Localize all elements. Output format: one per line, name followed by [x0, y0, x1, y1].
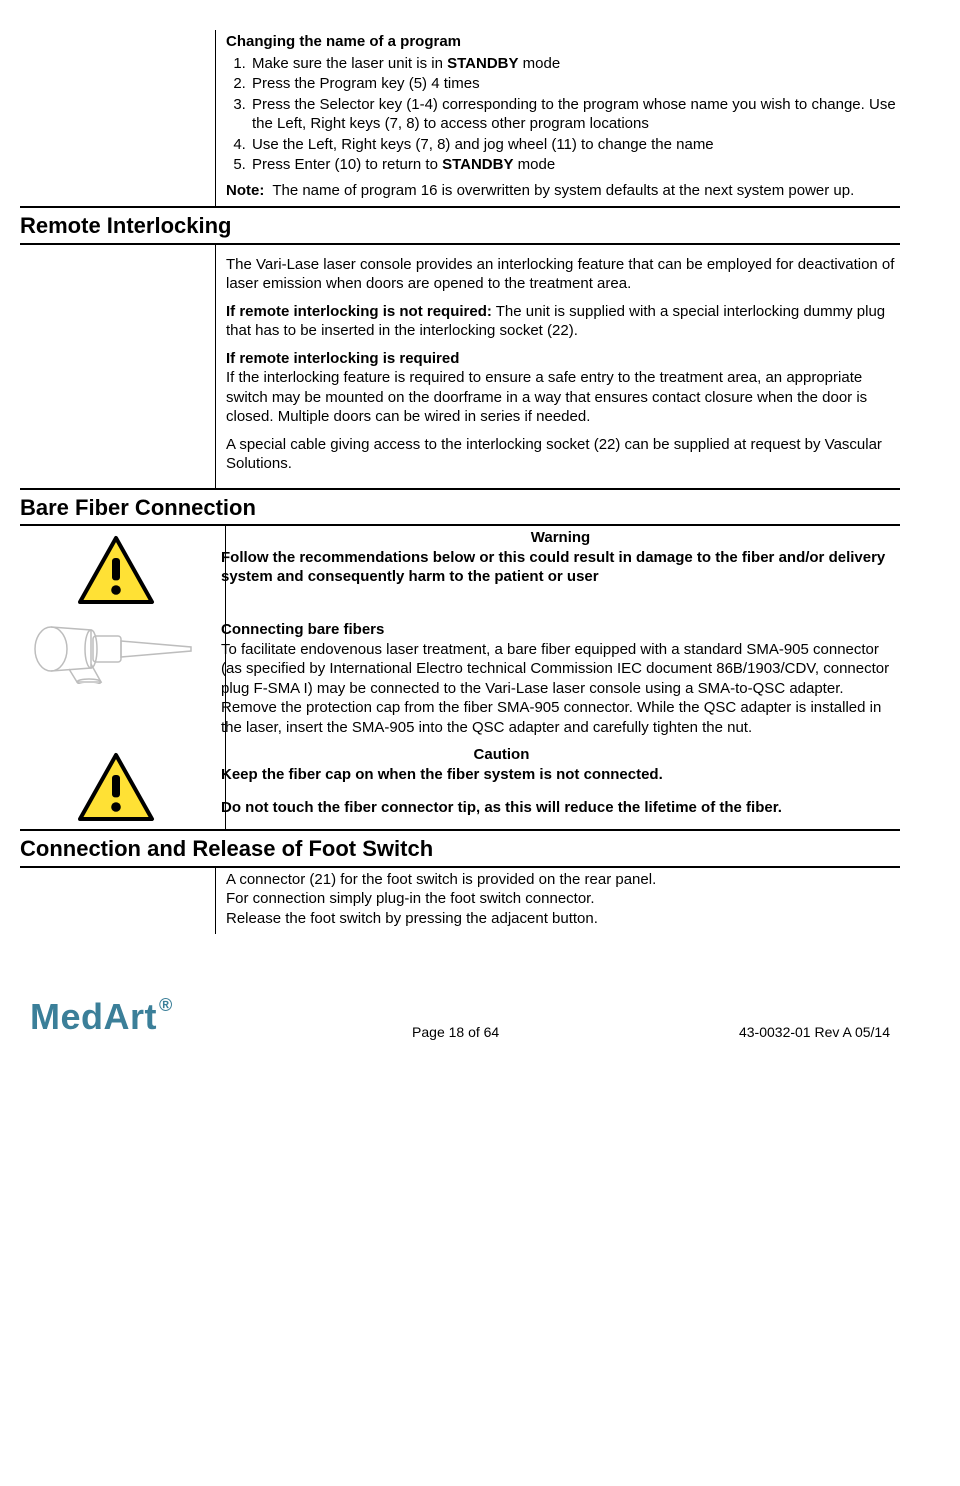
warning-triangle-icon: [76, 751, 156, 823]
note-row: Note: The name of program 16 is overwrit…: [226, 181, 900, 201]
remote-p2: If remote interlocking is not required: …: [226, 302, 900, 341]
changing-name-block: Changing the name of a program Make sure…: [215, 30, 900, 206]
connector-image-col: [21, 614, 211, 684]
page-number: Page 18 of 64: [412, 1023, 499, 1041]
remote-interlocking-heading: Remote Interlocking: [20, 212, 900, 241]
note-text: The name of program 16 is overwritten by…: [272, 181, 854, 201]
warning-block: Warning Follow the recommendations below…: [225, 526, 900, 612]
caution-line2: Do not touch the fiber connector tip, as…: [221, 798, 782, 818]
remote-p4: A special cable giving access to the int…: [226, 435, 900, 474]
foot-l3: Release the foot switch by pressing the …: [226, 909, 900, 929]
step-2: Press the Program key (5) 4 times: [250, 74, 900, 94]
rule: [20, 829, 900, 831]
foot-switch-block: A connector (21) for the foot switch is …: [215, 868, 900, 935]
warning-triangle-icon: [76, 534, 156, 606]
step-1: Make sure the laser unit is in STANDBY m…: [250, 54, 900, 74]
brand-logo: MedArt ®: [30, 994, 172, 1041]
remote-p3: If remote interlocking is required If th…: [226, 349, 900, 427]
caution-block: Caution Keep the fiber cap on when the f…: [225, 743, 900, 829]
foot-l2: For connection simply plug-in the foot s…: [226, 889, 900, 909]
rule: [20, 206, 900, 208]
rule: [20, 488, 900, 490]
connecting-lead: Connecting bare fibers: [221, 620, 900, 640]
changing-name-steps: Make sure the laser unit is in STANDBY m…: [226, 54, 900, 175]
connecting-block: Connecting bare fibers To facilitate end…: [225, 612, 900, 743]
caution-label: Caution: [221, 745, 782, 765]
foot-l1: A connector (21) for the foot switch is …: [226, 870, 900, 890]
step-3: Press the Selector key (1-4) correspondi…: [250, 95, 900, 134]
caution-icon-col: [21, 745, 211, 823]
sma-connector-icon: [31, 614, 201, 684]
warning-icon-col: [21, 528, 211, 606]
warning-text: Follow the recommendations below or this…: [221, 548, 900, 587]
registered-mark: ®: [159, 994, 172, 1017]
step-4: Use the Left, Right keys (7, 8) and jog …: [250, 135, 900, 155]
remote-p3-lead: If remote interlocking is required: [226, 350, 459, 367]
page-footer: MedArt ® Page 18 of 64 43-0032-01 Rev A …: [20, 994, 900, 1051]
remote-p3-rest: If the interlocking feature is required …: [226, 369, 867, 425]
bare-fiber-heading: Bare Fiber Connection: [20, 494, 900, 523]
changing-name-title: Changing the name of a program: [226, 32, 900, 52]
foot-switch-heading: Connection and Release of Foot Switch: [20, 835, 900, 864]
remote-p1: The Vari-Lase laser console provides an …: [226, 255, 900, 294]
remote-p2-lead: If remote interlocking is not required:: [226, 303, 492, 320]
connecting-text: To facilitate endovenous laser treatment…: [221, 640, 900, 738]
caution-line1: Keep the fiber cap on when the fiber sys…: [221, 765, 782, 785]
brand-name: MedArt: [30, 994, 157, 1041]
remote-interlocking-block: The Vari-Lase laser console provides an …: [215, 245, 900, 488]
note-label: Note:: [226, 181, 272, 201]
step-5: Press Enter (10) to return to STANDBY mo…: [250, 155, 900, 175]
doc-id: 43-0032-01 Rev A 05/14: [739, 1023, 890, 1041]
warning-label: Warning: [221, 528, 900, 548]
